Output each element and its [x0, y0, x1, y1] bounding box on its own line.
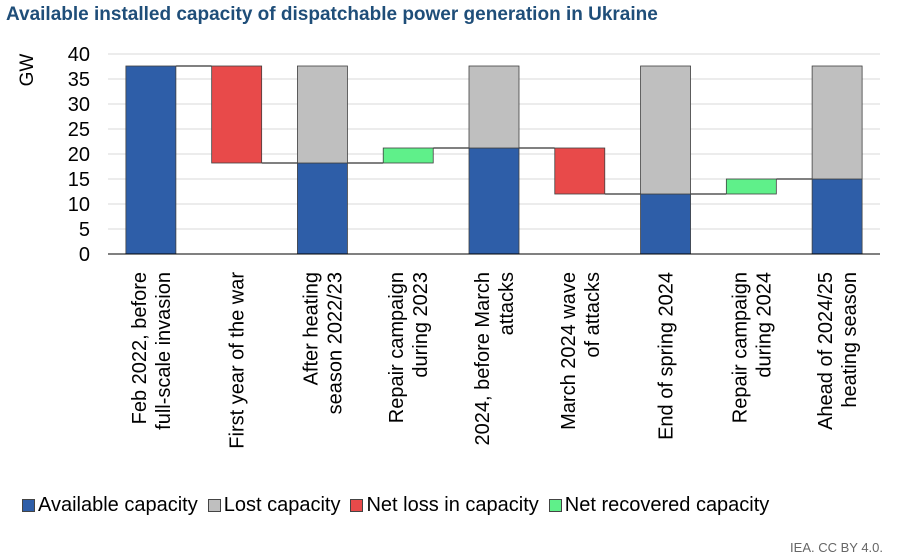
chart-title: Available installed capacity of dispatch…	[6, 4, 658, 25]
x-tick-label: full-scale invasion	[153, 272, 175, 430]
x-tick-label: Repair campaign	[386, 272, 408, 423]
y-tick-label: 40	[68, 44, 90, 66]
y-tick-label: 0	[79, 244, 90, 266]
x-tick-label: 2024, before March	[472, 272, 494, 445]
legend-item-loss: Net loss in capacity	[350, 494, 539, 517]
bar-recovered	[382, 147, 434, 164]
x-tick-label: attacks	[496, 272, 518, 335]
legend-swatch-lost	[207, 499, 221, 512]
bar-available	[811, 178, 863, 255]
bar-lost	[468, 65, 520, 149]
y-tick-label: 10	[68, 194, 90, 216]
y-tick-label: 5	[79, 219, 90, 241]
x-tick-label: Feb 2022, before	[129, 272, 151, 424]
legend-item-available: Available capacity	[22, 494, 198, 517]
legend-swatch-loss	[350, 499, 364, 512]
y-axis-label: GW	[17, 54, 38, 87]
waterfall-chart: 0 5 10 15 20 25 30 35 40 GW Feb 2022, before full-s…	[17, 44, 880, 449]
bar-available	[125, 65, 177, 255]
credit-text: IEA. CC BY 4.0.	[790, 540, 883, 555]
chart-legend: Available capacity Lost capacity Net los…	[22, 494, 779, 517]
y-tick-label: 35	[68, 69, 90, 91]
legend-item-lost: Lost capacity	[207, 494, 341, 517]
bar-lost	[640, 65, 691, 195]
x-tick-label: season 2022/23	[324, 272, 346, 414]
bar-available	[468, 147, 520, 255]
y-tick-label: 25	[68, 119, 90, 141]
legend-swatch-recovered	[548, 499, 562, 512]
x-tick-label: heating season	[839, 272, 861, 408]
legend-label-recovered: Net recovered capacity	[564, 494, 770, 516]
x-tick-label: of attacks	[582, 272, 604, 358]
legend-label-available: Available capacity	[38, 494, 198, 516]
legend-label-loss: Net loss in capacity	[366, 494, 539, 516]
x-tick-label: during 2024	[753, 272, 775, 378]
bar-available	[640, 193, 691, 255]
x-tick-label: Repair campaign	[729, 272, 751, 423]
legend-label-lost: Lost capacity	[223, 494, 341, 516]
bar-loss	[211, 65, 263, 164]
bar-recovered	[725, 178, 777, 195]
legend-item-recovered: Net recovered capacity	[548, 494, 770, 517]
y-tick-label: 30	[68, 94, 90, 116]
legend-swatch-available	[22, 499, 35, 512]
bar-available	[297, 162, 348, 255]
x-tick-label: End of spring 2024	[656, 272, 678, 440]
x-tick-label: Ahead of 2024/25	[815, 272, 837, 430]
y-tick-label: 20	[68, 144, 90, 166]
x-tick-label: First year of the war	[227, 272, 249, 449]
x-tick-label: After heating	[300, 272, 322, 385]
bar-loss	[554, 147, 606, 195]
bar-lost	[811, 65, 863, 180]
bar-lost	[297, 65, 348, 164]
y-tick-label: 15	[68, 169, 90, 191]
x-tick-label: March 2024 wave	[558, 272, 580, 430]
x-tick-label: during 2023	[410, 272, 432, 378]
